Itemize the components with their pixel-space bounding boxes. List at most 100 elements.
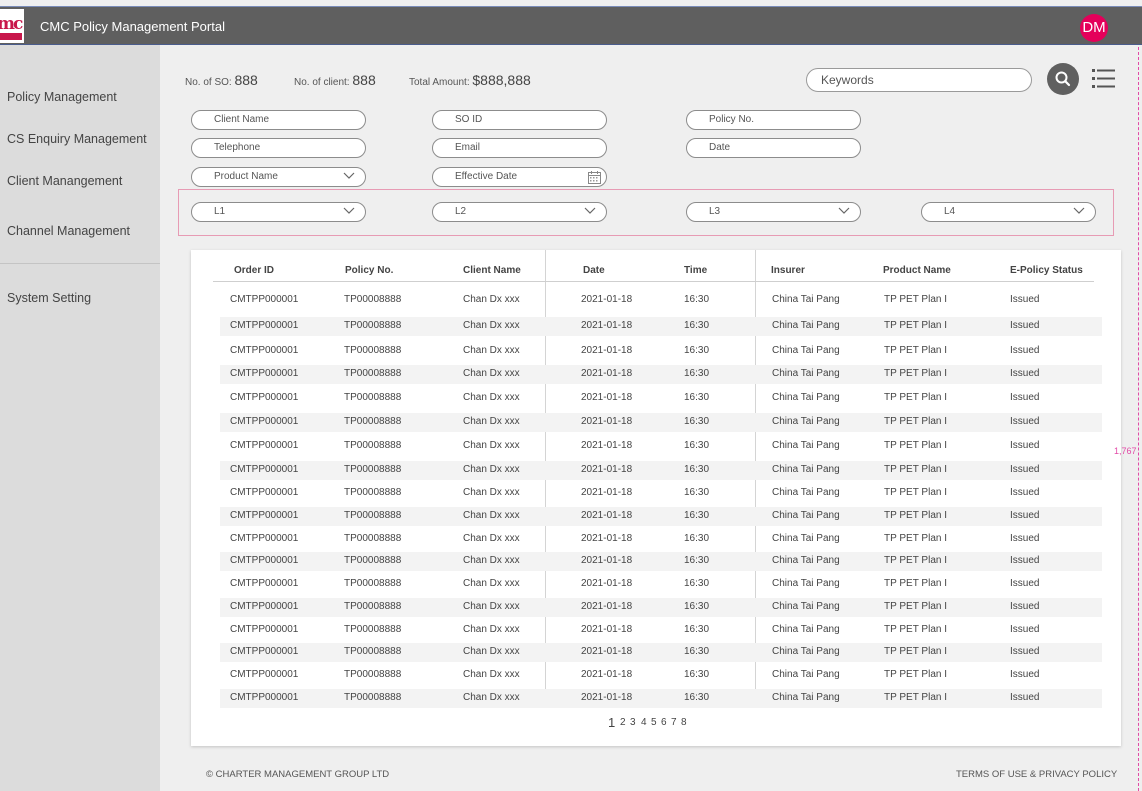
table-row[interactable]: CMTPP000001 TP00008888 Chan Dx xxx 2021-01-… (220, 413, 1102, 432)
table-cell-date: 2021-01-18 (581, 624, 633, 635)
table-cell-order-id: CMTPP000001 (230, 624, 299, 635)
effective-date-field[interactable]: Effective Date (432, 167, 607, 187)
table-row[interactable]: CMTPP000001 TP00008888 Chan Dx xxx 2021-01-… (220, 365, 1102, 384)
page-2-link[interactable]: 2 (620, 717, 626, 728)
chevron-down-icon (838, 207, 850, 214)
table-cell-time: 16:30 (684, 320, 710, 331)
table-cell-e-policy-status: Issued (1010, 578, 1040, 589)
table-cell-product-name: TP PET Plan I (884, 416, 947, 427)
chevron-down-icon (343, 207, 355, 214)
calendar-icon[interactable] (588, 171, 601, 184)
table-cell-time: 16:30 (684, 533, 710, 544)
table-cell-time: 16:30 (684, 601, 710, 612)
menu-button[interactable] (1092, 68, 1116, 90)
table-cell-date: 2021-01-18 (581, 464, 633, 475)
table-cell-policy-no: TP00008888 (344, 601, 402, 612)
table-row[interactable]: CMTPP000001 TP00008888 Chan Dx xxx 2021-01-… (220, 461, 1102, 480)
col-header-product-name[interactable]: Product Name (883, 265, 951, 276)
sidebar-item-client-management[interactable]: Client Manangement (7, 174, 123, 188)
table-cell-product-name: TP PET Plan I (884, 578, 947, 589)
l4-select[interactable]: L4 (921, 202, 1096, 222)
table-cell-e-policy-status: Issued (1010, 533, 1040, 544)
sidebar-item-system-setting[interactable]: System Setting (7, 291, 92, 305)
table-cell-time: 16:30 (684, 368, 710, 379)
col-header-e-policy-status[interactable]: E-Policy Status (1010, 265, 1083, 276)
sidebar-item-channel-management[interactable]: Channel Management (7, 224, 130, 238)
table-row[interactable]: CMTPP000001 TP00008888 Chan Dx xxx 2021-01-… (220, 552, 1102, 571)
l1-placeholder: L1 (214, 206, 226, 217)
table-row[interactable]: CMTPP000001 TP00008888 Chan Dx xxx 2021-01-… (220, 643, 1102, 662)
table-row[interactable]: CMTPP000001 TP00008888 Chan Dx xxx 2021-01-… (220, 317, 1102, 336)
table-cell-insurer: China Tai Pang (772, 601, 840, 612)
table-cell-date: 2021-01-18 (581, 669, 633, 680)
table-cell-time: 16:30 (684, 669, 710, 680)
chevron-down-icon (1073, 207, 1085, 214)
table-header-divider (213, 281, 1094, 282)
col-header-policy-no[interactable]: Policy No. (345, 265, 394, 276)
table-cell-date: 2021-01-18 (581, 555, 633, 566)
telephone-field[interactable]: Telephone (191, 138, 366, 158)
table-cell-client-name: Chan Dx xxx (463, 669, 520, 680)
table-cell-date: 2021-01-18 (581, 601, 633, 612)
table-cell-client-name: Chan Dx xxx (463, 510, 520, 521)
page-5-link[interactable]: 5 (651, 717, 657, 728)
l1-select[interactable]: L1 (191, 202, 366, 222)
table-row[interactable]: CMTPP000001 TP00008888 Chan Dx xxx 2021-01-… (220, 291, 1102, 310)
so-id-field[interactable]: SO ID (432, 110, 607, 130)
copyright-text: © CHARTER MANAGEMENT GROUP LTD (206, 769, 390, 780)
table-cell-insurer: China Tai Pang (772, 392, 840, 403)
page-4-link[interactable]: 4 (641, 717, 647, 728)
table-row[interactable]: CMTPP000001 TP00008888 Chan Dx xxx 2021-01-… (220, 437, 1102, 456)
table-row[interactable]: CMTPP000001 TP00008888 Chan Dx xxx 2021-01-… (220, 621, 1102, 640)
user-avatar[interactable]: DM (1080, 14, 1108, 42)
col-header-insurer[interactable]: Insurer (771, 265, 805, 276)
table-row[interactable]: CMTPP000001 TP00008888 Chan Dx xxx 2021-01-… (220, 507, 1102, 526)
table-cell-time: 16:30 (684, 646, 710, 657)
table-cell-client-name: Chan Dx xxx (463, 464, 520, 475)
page-6-link[interactable]: 6 (661, 717, 667, 728)
page-3-link[interactable]: 3 (630, 717, 636, 728)
table-row[interactable]: CMTPP000001 TP00008888 Chan Dx xxx 2021-01-… (220, 689, 1102, 708)
table-cell-order-id: CMTPP000001 (230, 320, 299, 331)
sidebar-item-policy-management[interactable]: Policy Management (7, 90, 117, 104)
sidebar-divider (0, 263, 160, 264)
terms-link[interactable]: TERMS OF USE & PRIVACY POLICY (956, 769, 1118, 780)
col-header-client-name[interactable]: Client Name (463, 265, 521, 276)
table-cell-e-policy-status: Issued (1010, 555, 1040, 566)
product-name-select[interactable]: Product Name (191, 167, 366, 187)
page-1-link[interactable]: 1 (608, 715, 616, 730)
table-cell-insurer: China Tai Pang (772, 692, 840, 703)
table-cell-date: 2021-01-18 (581, 320, 633, 331)
table-cell-order-id: CMTPP000001 (230, 416, 299, 427)
table-row[interactable]: CMTPP000001 TP00008888 Chan Dx xxx 2021-01-… (220, 530, 1102, 549)
table-cell-client-name: Chan Dx xxx (463, 646, 520, 657)
table-row[interactable]: CMTPP000001 TP00008888 Chan Dx xxx 2021-01-… (220, 575, 1102, 594)
table-cell-time: 16:30 (684, 487, 710, 498)
l3-select[interactable]: L3 (686, 202, 861, 222)
table-cell-e-policy-status: Issued (1010, 392, 1040, 403)
sidebar-item-cs-enquiry-management[interactable]: CS Enquiry Management (7, 132, 147, 146)
col-header-order-id[interactable]: Order ID (234, 265, 275, 276)
page-8-link[interactable]: 8 (681, 717, 687, 728)
l2-select[interactable]: L2 (432, 202, 607, 222)
table-row[interactable]: CMTPP000001 TP00008888 Chan Dx xxx 2021-01-… (220, 484, 1102, 503)
search-button[interactable] (1047, 63, 1079, 95)
table-cell-e-policy-status: Issued (1010, 487, 1040, 498)
client-name-field[interactable]: Client Name (191, 110, 366, 130)
search-input[interactable]: Keywords (806, 68, 1032, 92)
email-field[interactable]: Email (432, 138, 607, 158)
table-row[interactable]: CMTPP000001 TP00008888 Chan Dx xxx 2021-01-… (220, 666, 1102, 685)
col-header-time[interactable]: Time (684, 265, 708, 276)
company-logo[interactable]: mc (0, 9, 24, 43)
policy-no-field[interactable]: Policy No. (686, 110, 861, 130)
table-row[interactable]: CMTPP000001 TP00008888 Chan Dx xxx 2021-01-… (220, 389, 1102, 408)
table-cell-insurer: China Tai Pang (772, 294, 840, 305)
table-row[interactable]: CMTPP000001 TP00008888 Chan Dx xxx 2021-01-… (220, 598, 1102, 617)
col-header-date[interactable]: Date (583, 265, 605, 276)
table-cell-e-policy-status: Issued (1010, 345, 1040, 356)
table-row[interactable]: CMTPP000001 TP00008888 Chan Dx xxx 2021-01-… (220, 342, 1102, 361)
table-cell-order-id: CMTPP000001 (230, 510, 299, 521)
date-field[interactable]: Date (686, 138, 861, 158)
page-7-link[interactable]: 7 (671, 717, 677, 728)
so-count-label: No. of SO: (185, 77, 232, 88)
